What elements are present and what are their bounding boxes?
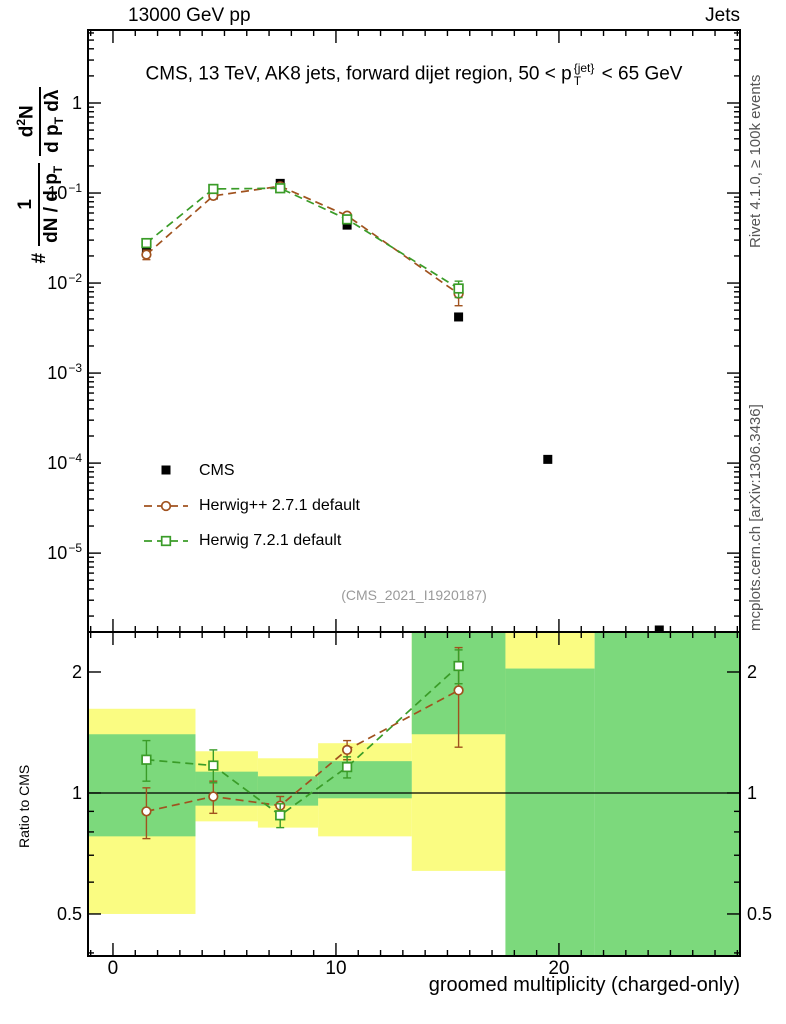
data-point-filled-square bbox=[342, 220, 352, 230]
data-point-open-square bbox=[341, 214, 353, 225]
beam-energy-label: 13000 GeV pp bbox=[128, 5, 251, 26]
ratio-uncertainty-bands bbox=[88, 632, 740, 956]
analysis-group-label: Jets bbox=[705, 5, 740, 26]
data-point-open-circle bbox=[341, 744, 353, 756]
x-axis-title: groomed multiplicity (charged-only) bbox=[428, 974, 740, 996]
band-yellow bbox=[505, 632, 595, 669]
data-point-open-square bbox=[341, 761, 353, 773]
plot-title-text: CMS, 13 TeV, AK8 jets, forward dijet reg… bbox=[145, 63, 572, 85]
data-point-filled-square bbox=[654, 625, 664, 632]
pt-jet-subscript: T bbox=[573, 73, 582, 88]
mcplots-reference-label: mcplots.cern.ch [arXiv:1306.3436] bbox=[747, 404, 764, 631]
legend-marker-2 bbox=[144, 535, 188, 547]
hash-symbol: # bbox=[29, 252, 50, 264]
ratio-y-axis-title: Ratio to CMS bbox=[16, 764, 32, 848]
legend-label-cms: CMS bbox=[199, 462, 235, 479]
y-title-fraction-2: d2N d pT dλ bbox=[13, 86, 66, 156]
data-point-filled-square bbox=[454, 312, 464, 322]
data-point-open-circle bbox=[160, 500, 172, 512]
series-herwig-2-7-1-default bbox=[141, 181, 464, 307]
legend-label-herwig7: Herwig 7.2.1 default bbox=[199, 532, 342, 549]
data-point-open-square bbox=[141, 754, 152, 765]
ratio-series-herwig-7-2-1-default bbox=[141, 649, 464, 829]
legend-label-herwigpp: Herwig++ 2.7.1 default bbox=[199, 497, 360, 514]
data-point-open-circle bbox=[208, 791, 219, 802]
ratio-panel-frame bbox=[87, 631, 741, 957]
band-green bbox=[594, 632, 740, 956]
data-point-filled-square bbox=[543, 454, 553, 464]
data-point-open-square bbox=[208, 183, 219, 195]
analysis-id-watermark: (CMS_2021_I1920187) bbox=[341, 587, 487, 603]
plot-title-suffix: < 65 GeV bbox=[596, 63, 683, 85]
data-point-open-circle bbox=[141, 249, 152, 260]
legend-marker-1 bbox=[144, 500, 188, 512]
data-point-open-square bbox=[160, 535, 172, 547]
plot-title: CMS, 13 TeV, AK8 jets, forward dijet reg… bbox=[88, 62, 740, 87]
data-point-open-square bbox=[141, 237, 152, 249]
data-point-open-square bbox=[453, 660, 464, 672]
band-green bbox=[88, 734, 196, 837]
data-point-filled-square bbox=[161, 465, 171, 475]
data-point-open-circle bbox=[453, 685, 464, 696]
data-point-open-square bbox=[275, 183, 286, 194]
pt-jet-stack: {jet} T bbox=[574, 62, 595, 87]
rivet-version-label: Rivet 4.1.0, ≥ 100k events bbox=[747, 74, 764, 248]
band-green bbox=[257, 776, 319, 806]
band-green bbox=[318, 761, 412, 799]
band-green bbox=[505, 668, 595, 956]
data-point-open-square bbox=[275, 810, 286, 821]
y-title-fraction-1: 1 dN / d pT bbox=[15, 162, 65, 246]
series-herwig-7-2-1-default bbox=[141, 183, 464, 299]
legend-marker-0 bbox=[161, 465, 171, 475]
band-green bbox=[195, 771, 258, 806]
data-point-open-circle bbox=[141, 806, 152, 817]
main-y-axis-title: # 1 dN / d pT d2N d pT dλ bbox=[6, 34, 74, 316]
data-point-open-square bbox=[453, 283, 464, 294]
series-cms bbox=[141, 178, 664, 632]
pt-jet-superscript: {jet} bbox=[573, 61, 595, 75]
data-point-open-square bbox=[208, 760, 219, 771]
